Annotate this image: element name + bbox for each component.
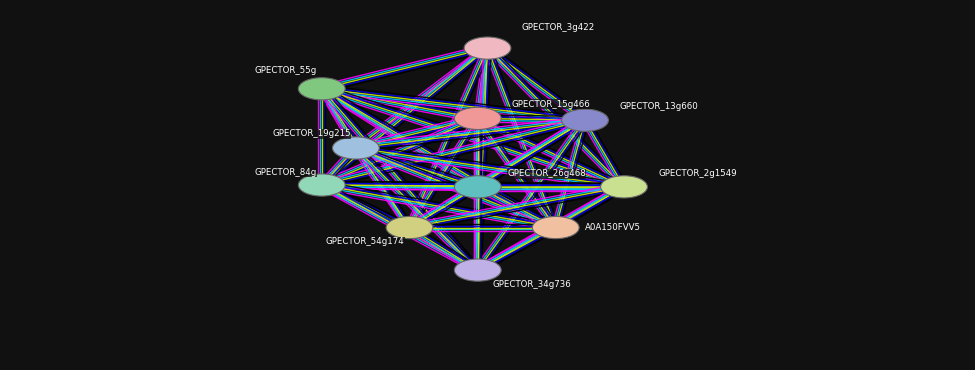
Text: GPECTOR_15g466: GPECTOR_15g466	[512, 100, 591, 109]
Ellipse shape	[601, 176, 647, 198]
Ellipse shape	[454, 176, 501, 198]
Ellipse shape	[464, 37, 511, 59]
Text: A0A150FVV5: A0A150FVV5	[585, 223, 641, 232]
Text: GPECTOR_2g1549: GPECTOR_2g1549	[658, 169, 737, 178]
Ellipse shape	[454, 259, 501, 281]
Ellipse shape	[298, 78, 345, 100]
Text: GPECTOR_84g: GPECTOR_84g	[254, 168, 317, 176]
Text: GPECTOR_26g468: GPECTOR_26g468	[507, 169, 586, 178]
Text: GPECTOR_13g660: GPECTOR_13g660	[619, 102, 698, 111]
Text: GPECTOR_3g422: GPECTOR_3g422	[522, 23, 595, 32]
Text: GPECTOR_34g736: GPECTOR_34g736	[492, 280, 571, 289]
Ellipse shape	[332, 137, 379, 159]
Ellipse shape	[532, 216, 579, 239]
Text: GPECTOR_54g174: GPECTOR_54g174	[326, 237, 405, 246]
Ellipse shape	[298, 174, 345, 196]
Ellipse shape	[386, 216, 433, 239]
Text: GPECTOR_55g: GPECTOR_55g	[254, 66, 317, 75]
Ellipse shape	[562, 109, 608, 131]
Ellipse shape	[454, 107, 501, 130]
Text: GPECTOR_19g215: GPECTOR_19g215	[272, 130, 351, 138]
